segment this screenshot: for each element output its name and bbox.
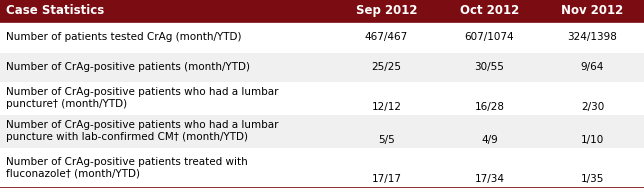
Text: 607/1074: 607/1074 <box>464 32 515 42</box>
Text: Oct 2012: Oct 2012 <box>460 4 519 17</box>
Text: 5/5: 5/5 <box>378 135 395 145</box>
Text: 324/1398: 324/1398 <box>567 32 618 42</box>
Text: 1/35: 1/35 <box>581 174 604 184</box>
Text: Number of CrAg-positive patients who had a lumbar
puncture† (month/YTD): Number of CrAg-positive patients who had… <box>6 87 279 109</box>
Text: Number of CrAg-positive patients who had a lumbar
puncture with lab-confirmed CM: Number of CrAg-positive patients who had… <box>6 120 279 142</box>
Bar <box>0 148 644 188</box>
Bar <box>0 115 644 148</box>
Text: Number of CrAg-positive patients treated with
fluconazole† (month/YTD): Number of CrAg-positive patients treated… <box>6 157 248 179</box>
Bar <box>0 82 644 115</box>
Bar <box>0 0 644 22</box>
Text: Case Statistics: Case Statistics <box>6 4 105 17</box>
Text: 25/25: 25/25 <box>372 62 401 72</box>
Text: 30/55: 30/55 <box>475 62 504 72</box>
Text: 4/9: 4/9 <box>481 135 498 145</box>
Text: Nov 2012: Nov 2012 <box>562 4 623 17</box>
Text: 17/34: 17/34 <box>475 174 504 184</box>
Text: 2/30: 2/30 <box>581 102 604 112</box>
Text: 9/64: 9/64 <box>581 62 604 72</box>
Bar <box>0 53 644 82</box>
Text: Number of patients tested CrAg (month/YTD): Number of patients tested CrAg (month/YT… <box>6 32 242 42</box>
Text: 17/17: 17/17 <box>372 174 401 184</box>
Text: Number of CrAg-positive patients (month/YTD): Number of CrAg-positive patients (month/… <box>6 62 251 72</box>
Text: 1/10: 1/10 <box>581 135 604 145</box>
Text: Sep 2012: Sep 2012 <box>355 4 417 17</box>
Bar <box>0 22 644 53</box>
Text: 16/28: 16/28 <box>475 102 504 112</box>
Text: 467/467: 467/467 <box>365 32 408 42</box>
Text: 12/12: 12/12 <box>372 102 401 112</box>
